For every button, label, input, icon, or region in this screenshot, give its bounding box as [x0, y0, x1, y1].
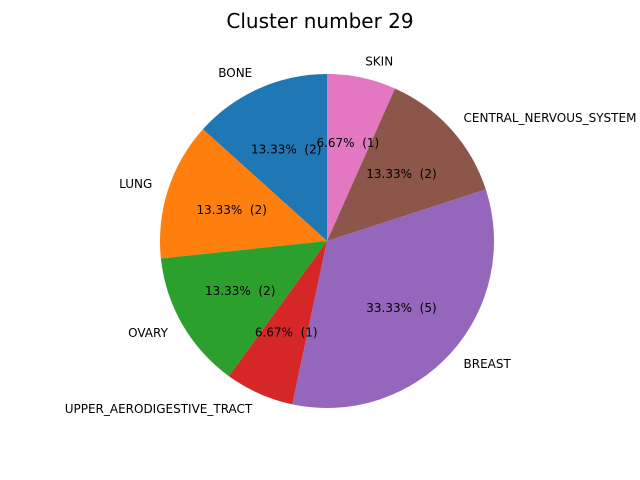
pie-category-label-lung: LUNG [119, 177, 152, 191]
pie-category-label-breast: BREAST [464, 357, 512, 371]
pie-percent-label-bone: 13.33% (2) [251, 142, 321, 156]
pie-percent-label-skin: 6.67% (1) [316, 136, 379, 150]
pie-category-label-bone: BONE [218, 66, 252, 80]
chart-title: Cluster number 29 [226, 9, 413, 33]
pie-slice-central-nervous-system [327, 88, 486, 241]
pie-category-label-skin: SKIN [365, 54, 393, 68]
pie-percent-label-breast: 33.33% (5) [366, 301, 436, 315]
pie-category-label-upper-aerodigestive-tract: UPPER_AERODIGESTIVE_TRACT [65, 402, 253, 416]
pie-percent-label-central-nervous-system: 13.33% (2) [366, 167, 436, 181]
pie-category-labels: BONE LUNG OVARY UPPER_AERODIGESTIVE_TRACT BR… [65, 54, 637, 416]
pie-percent-label-ovary: 13.33% (2) [205, 284, 275, 298]
pie-category-label-ovary: OVARY [128, 326, 168, 340]
pie-slice-breast [292, 189, 495, 409]
pie-percent-label-upper-aerodigestive-tract: 6.67% (1) [255, 326, 318, 340]
pie-slices [159, 74, 495, 409]
pie-percent-labels: 13.33% (2)13.33% (2)13.33% (2)6.67% (1)3… [197, 136, 437, 340]
pie-percent-label-lung: 13.33% (2) [197, 203, 267, 217]
pie-category-label-central-nervous-system: CENTRAL_NERVOUS_SYSTEM [464, 111, 637, 125]
pie-slice-upper-aerodigestive-tract [228, 241, 327, 405]
pie-slice-lung [159, 129, 327, 259]
pie-slice-bone [202, 74, 327, 241]
pie-slice-ovary [160, 241, 327, 377]
pie-slice-skin [327, 74, 395, 241]
